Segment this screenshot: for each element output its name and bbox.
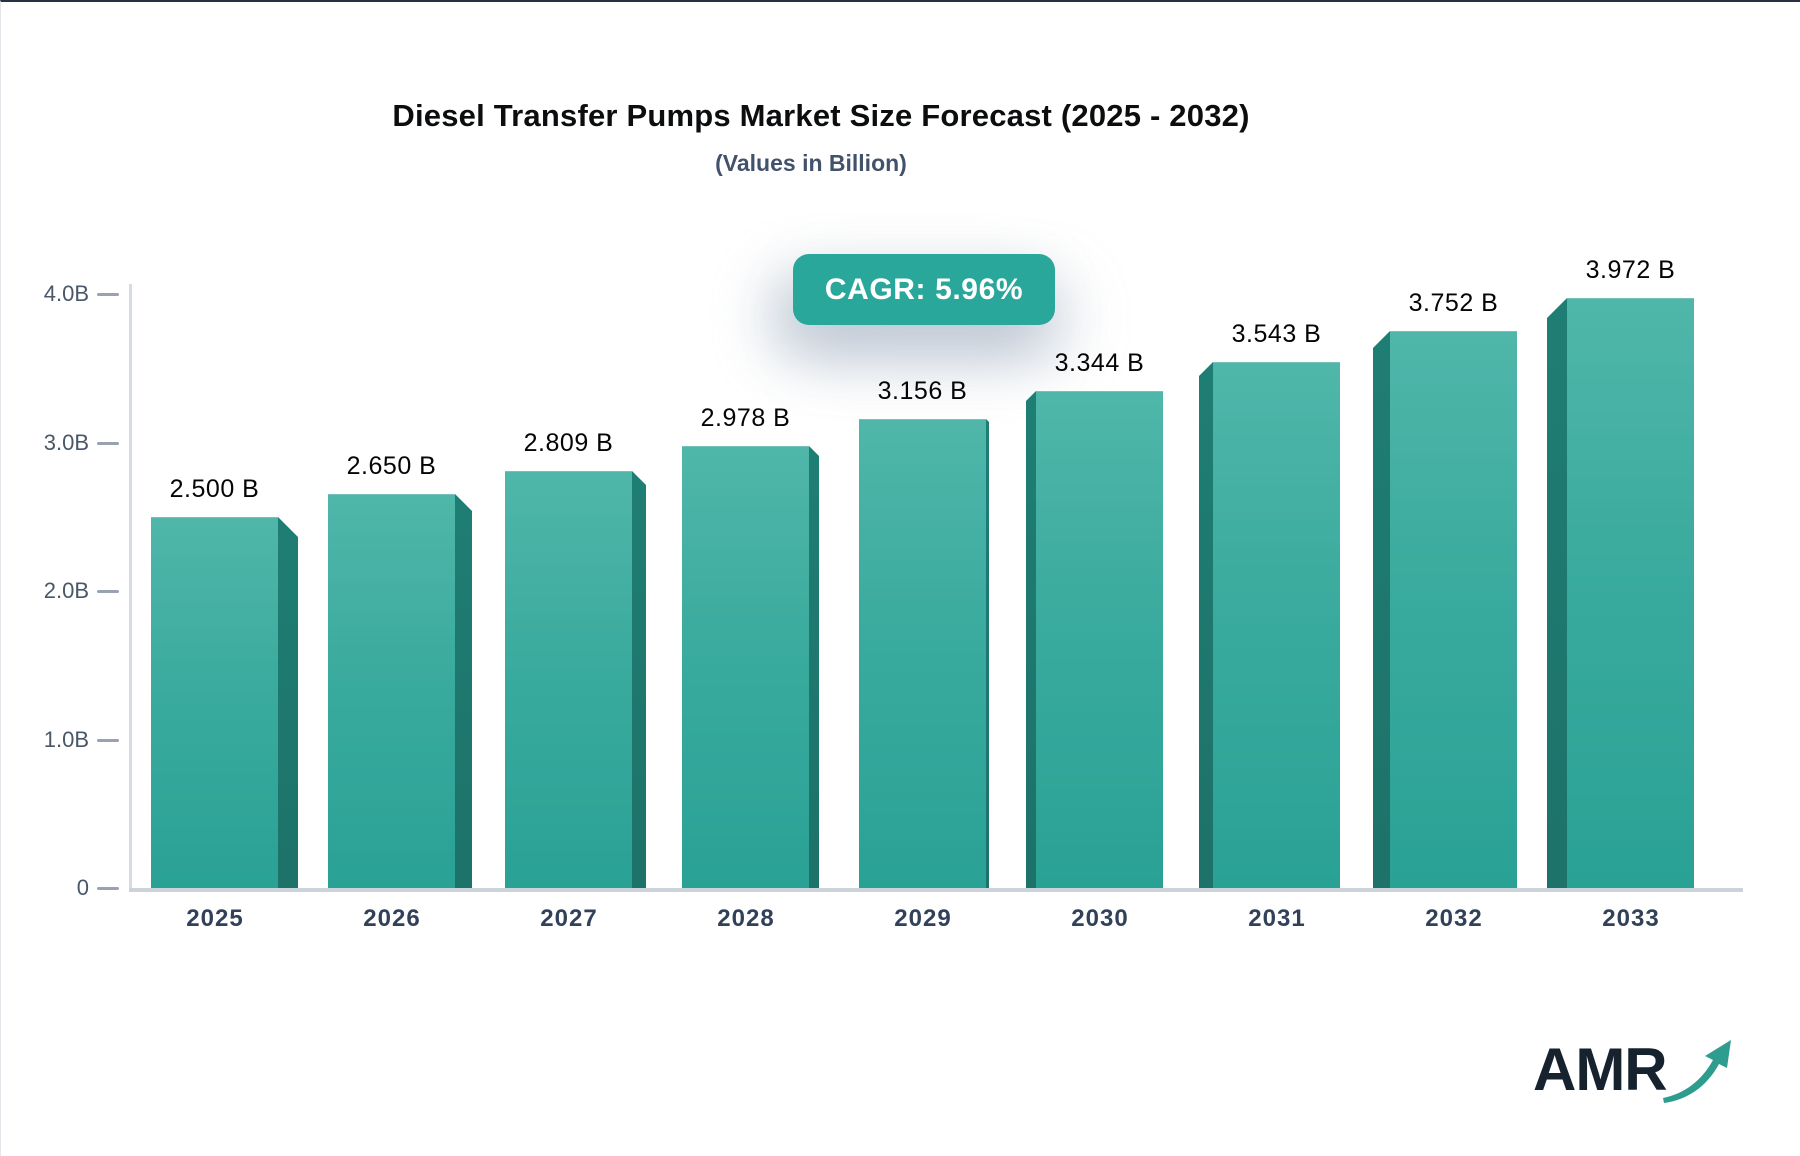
x-tick-label: 2033: [1602, 905, 1660, 932]
y-tick-dash: [97, 293, 119, 296]
page-title: Diesel Transfer Pumps Market Size Foreca…: [392, 98, 1250, 133]
x-tick-label: 2027: [540, 905, 598, 932]
y-tick-label: 0: [76, 875, 89, 900]
bar-2032: [1373, 331, 1517, 888]
x-tick-label: 2029: [894, 905, 952, 932]
bar-face: [505, 471, 632, 888]
bar-side-shade: [809, 446, 819, 888]
bar-face: [859, 419, 986, 888]
bar-side-shade: [632, 471, 646, 888]
x-tick-label: 2026: [363, 905, 421, 932]
bar-value-label: 3.972 B: [1585, 256, 1676, 284]
cagr-badge-label: CAGR: 5.96%: [824, 272, 1024, 306]
bar-value-label: 2.650 B: [346, 452, 437, 480]
bar-2030: [1026, 391, 1163, 888]
brand-logo: AMR: [1533, 1040, 1737, 1111]
bar-face: [151, 517, 278, 888]
y-tick-dash: [97, 441, 119, 445]
bar-side-shade: [278, 517, 298, 888]
bar-side-shade: [455, 494, 472, 888]
bar-face: [682, 446, 809, 888]
bar-2029: [859, 419, 989, 888]
bar-side-shade: [1373, 331, 1390, 888]
x-tick-label: 2025: [186, 905, 244, 932]
y-tick-dash: [97, 887, 119, 890]
brand-logo-text: AMR: [1533, 1036, 1668, 1103]
y-tick-dash: [97, 738, 119, 742]
bar-face: [1036, 391, 1163, 888]
bar-face: [1390, 331, 1517, 888]
x-tick-label: 2028: [717, 905, 775, 932]
bar-value-label: 2.809 B: [523, 429, 614, 457]
bar-value-label: 3.156 B: [877, 377, 968, 405]
bar-value-label: 2.978 B: [700, 404, 791, 432]
x-axis-line: [129, 888, 1743, 892]
bar-value-label: 3.752 B: [1408, 289, 1499, 317]
y-tick-label: 4.0B: [43, 281, 89, 306]
bar-2027: [505, 471, 646, 888]
bar-side-shade: [986, 419, 989, 888]
cagr-badge: CAGR: 5.96%: [793, 254, 1055, 325]
bar-2026: [328, 494, 472, 888]
bar-2028: [682, 446, 819, 888]
bar-value-label: 2.500 B: [169, 475, 260, 503]
y-tick-label: 2.0B: [43, 578, 89, 603]
y-tick-label: 1.0B: [43, 726, 89, 752]
bar-value-label: 3.344 B: [1054, 349, 1145, 377]
bar-face: [1213, 362, 1340, 888]
bar-value-label: 3.543 B: [1231, 320, 1322, 348]
bar-2031: [1199, 362, 1340, 888]
bar-side-shade: [1199, 362, 1213, 888]
growth-arrow-icon: [1661, 1036, 1737, 1111]
y-tick-label: 3.0B: [43, 429, 89, 455]
bar-face: [328, 494, 455, 888]
bar-2033: [1547, 298, 1694, 888]
bar-side-shade: [1547, 298, 1567, 888]
x-tick-label: 2032: [1425, 905, 1483, 932]
bar-2025: [151, 517, 298, 888]
page-subtitle: (Values in Billion): [715, 150, 907, 176]
bar-side-shade: [1026, 391, 1036, 888]
x-tick-label: 2031: [1248, 905, 1306, 932]
y-axis-line: [129, 284, 132, 890]
bar-face: [1567, 298, 1694, 888]
x-tick-label: 2030: [1071, 905, 1129, 932]
y-tick-dash: [97, 590, 119, 593]
